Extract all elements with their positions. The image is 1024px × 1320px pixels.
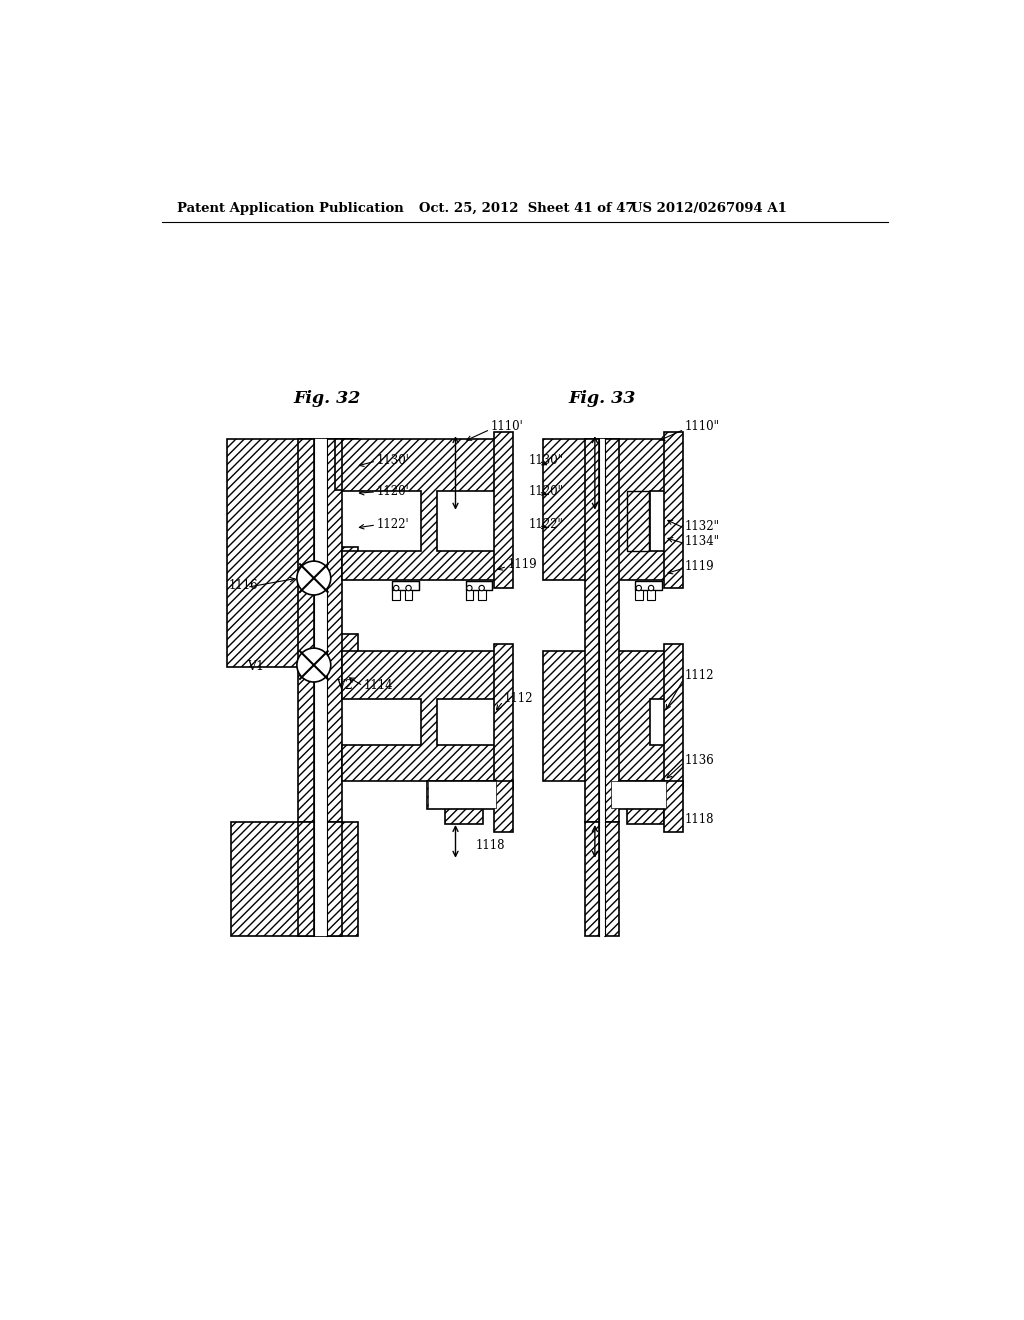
Text: V2: V2: [336, 680, 353, 693]
Polygon shape: [342, 651, 497, 780]
Text: US 2012/0267094 A1: US 2012/0267094 A1: [631, 202, 786, 215]
Text: 1132": 1132": [685, 520, 720, 533]
Text: 1118: 1118: [685, 813, 715, 825]
Text: Oct. 25, 2012  Sheet 41 of 47: Oct. 25, 2012 Sheet 41 of 47: [419, 202, 635, 215]
Bar: [404, 590, 413, 599]
Bar: [585, 440, 599, 822]
Polygon shape: [494, 644, 513, 789]
Bar: [298, 822, 313, 936]
Polygon shape: [494, 780, 513, 832]
Text: 1122": 1122": [528, 519, 563, 532]
Polygon shape: [230, 822, 357, 936]
Bar: [478, 590, 485, 599]
Text: Fig. 32: Fig. 32: [293, 391, 360, 407]
Text: Fig. 33: Fig. 33: [569, 391, 636, 407]
Bar: [599, 822, 605, 936]
Bar: [585, 822, 599, 936]
Polygon shape: [543, 651, 668, 780]
Text: 1120': 1120': [377, 484, 410, 498]
Text: 1120": 1120": [528, 484, 563, 498]
Circle shape: [467, 585, 472, 591]
Bar: [313, 822, 327, 936]
Text: 1134": 1134": [685, 536, 720, 548]
Polygon shape: [342, 440, 497, 581]
Text: 1118: 1118: [475, 838, 505, 851]
Polygon shape: [665, 644, 683, 789]
Bar: [635, 581, 662, 590]
Bar: [647, 590, 655, 599]
Polygon shape: [444, 809, 483, 825]
Polygon shape: [543, 440, 668, 581]
Circle shape: [297, 561, 331, 595]
Polygon shape: [427, 780, 497, 809]
Polygon shape: [226, 440, 357, 667]
Bar: [392, 590, 400, 599]
Polygon shape: [665, 780, 683, 832]
Circle shape: [479, 585, 484, 591]
Circle shape: [406, 585, 412, 591]
Text: 1114: 1114: [364, 680, 393, 693]
Bar: [466, 581, 493, 590]
Text: 1119: 1119: [508, 558, 538, 572]
Bar: [313, 440, 327, 822]
Bar: [628, 491, 649, 552]
Bar: [466, 590, 473, 599]
Bar: [635, 590, 643, 599]
Circle shape: [297, 648, 331, 682]
Bar: [327, 822, 342, 936]
Circle shape: [393, 585, 399, 591]
Polygon shape: [628, 809, 665, 825]
Text: 1130": 1130": [528, 454, 564, 467]
Text: 1110': 1110': [490, 420, 523, 433]
Circle shape: [636, 585, 641, 591]
Bar: [605, 822, 618, 936]
Polygon shape: [494, 432, 513, 589]
Bar: [599, 440, 605, 822]
Text: 1130': 1130': [377, 454, 410, 467]
Polygon shape: [335, 440, 357, 490]
Bar: [611, 781, 667, 808]
Text: 1112: 1112: [504, 693, 534, 705]
Text: 1136: 1136: [685, 754, 715, 767]
Text: 1119: 1119: [685, 560, 715, 573]
Text: 1112: 1112: [685, 669, 715, 682]
Polygon shape: [665, 432, 683, 589]
Circle shape: [648, 585, 653, 591]
Text: V1: V1: [248, 660, 264, 673]
Bar: [392, 581, 419, 590]
Polygon shape: [610, 780, 668, 809]
Text: 1116: 1116: [229, 579, 259, 593]
Text: 1110": 1110": [685, 420, 720, 433]
Bar: [605, 440, 618, 822]
Bar: [428, 781, 496, 808]
Bar: [298, 440, 313, 822]
Text: Patent Application Publication: Patent Application Publication: [177, 202, 403, 215]
Text: 1122': 1122': [377, 517, 410, 531]
Bar: [327, 440, 342, 822]
